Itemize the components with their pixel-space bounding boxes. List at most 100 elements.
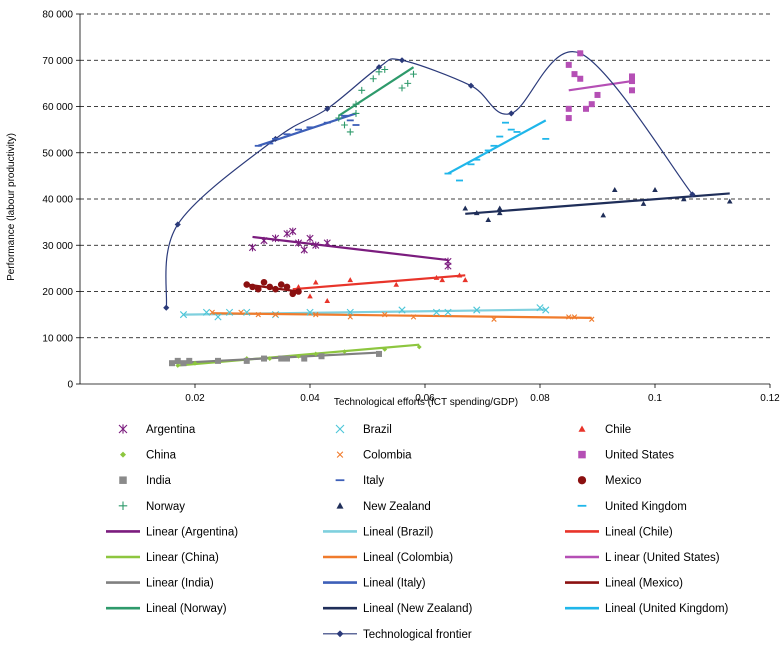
legend-swatch bbox=[118, 501, 128, 511]
data-point bbox=[680, 196, 687, 202]
legend-label: Norway bbox=[146, 501, 185, 513]
data-point bbox=[335, 114, 343, 122]
trendline bbox=[292, 274, 466, 291]
data-point bbox=[600, 212, 607, 218]
data-point bbox=[300, 246, 308, 254]
legend-label: Linear (Argentina) bbox=[146, 526, 238, 538]
legend-swatch bbox=[119, 476, 127, 484]
data-point bbox=[393, 281, 400, 287]
data-point bbox=[254, 285, 262, 293]
legend-label: Mexico bbox=[605, 475, 641, 487]
data-point bbox=[433, 274, 440, 280]
data-point bbox=[261, 355, 267, 362]
data-point bbox=[376, 350, 382, 357]
y-tick-label: 70 000 bbox=[42, 56, 73, 67]
legend-label: Technological frontier bbox=[363, 629, 472, 641]
data-point bbox=[255, 311, 261, 318]
data-point bbox=[382, 311, 388, 318]
data-point bbox=[301, 355, 308, 362]
legend-label: Italy bbox=[363, 475, 384, 487]
legend-label: Lineal (Italy) bbox=[363, 578, 426, 590]
data-point bbox=[312, 279, 319, 285]
data-point bbox=[439, 277, 446, 283]
data-point bbox=[496, 210, 503, 216]
legend-label: Colombia bbox=[363, 450, 412, 462]
y-tick-label: 30 000 bbox=[42, 241, 73, 252]
data-point bbox=[589, 316, 595, 322]
data-point bbox=[238, 309, 244, 316]
data-point bbox=[260, 236, 268, 245]
data-point bbox=[313, 311, 319, 318]
y-tick-label: 20 000 bbox=[42, 287, 73, 298]
data-point bbox=[313, 351, 319, 357]
data-point bbox=[346, 308, 354, 316]
legend-swatch bbox=[336, 502, 344, 509]
data-point bbox=[174, 357, 181, 364]
data-point bbox=[566, 314, 572, 320]
data-point bbox=[169, 360, 175, 367]
trendline bbox=[171, 351, 380, 365]
data-point bbox=[382, 346, 388, 352]
data-point bbox=[577, 75, 584, 82]
data-points bbox=[169, 50, 733, 368]
legend-label: Chile bbox=[605, 424, 631, 436]
data-point bbox=[565, 115, 572, 122]
legend-label: Lineal (Chile) bbox=[605, 526, 673, 538]
legend-label: Linear (China) bbox=[146, 552, 219, 564]
data-point bbox=[473, 306, 481, 314]
x-tick-label: 0.08 bbox=[530, 393, 550, 404]
data-point bbox=[306, 308, 314, 316]
data-point bbox=[289, 290, 297, 298]
x-tick-label: 0.02 bbox=[185, 393, 205, 404]
y-tick-label: 80 000 bbox=[42, 10, 73, 21]
data-point bbox=[342, 349, 347, 355]
data-point bbox=[588, 101, 595, 108]
data-point bbox=[323, 239, 331, 247]
frontier-point bbox=[689, 191, 696, 198]
data-point bbox=[192, 360, 198, 366]
y-tick-labels: 0 10 000 20 000 30 000 40 000 50 000 60 000 70 … bbox=[42, 10, 73, 391]
legend-label: United States bbox=[605, 450, 674, 462]
x-axis-label: Technological efforts (ICT spending/GDP) bbox=[334, 397, 518, 408]
legend-swatch bbox=[118, 424, 128, 434]
legend-label: New Zealand bbox=[363, 501, 431, 513]
trendline bbox=[338, 66, 415, 117]
data-point bbox=[214, 313, 222, 321]
trendline bbox=[447, 119, 547, 175]
legend-swatch-marker bbox=[336, 630, 344, 638]
legend-label: Lineal (Norway) bbox=[146, 603, 227, 615]
legend-label: India bbox=[146, 475, 172, 487]
data-point bbox=[175, 363, 181, 368]
data-point bbox=[225, 308, 234, 316]
data-point bbox=[347, 314, 353, 320]
data-point bbox=[267, 356, 273, 361]
frontier-point bbox=[508, 110, 515, 117]
data-point bbox=[248, 243, 257, 252]
legend-label: Lineal (Colombia) bbox=[363, 552, 453, 564]
legend-swatch bbox=[336, 451, 344, 458]
data-point bbox=[571, 314, 578, 320]
legend-label: Argentina bbox=[146, 424, 196, 436]
data-point bbox=[629, 78, 635, 85]
data-point bbox=[571, 71, 578, 78]
frontier-point bbox=[375, 64, 383, 71]
data-point bbox=[289, 227, 297, 236]
data-point bbox=[536, 304, 544, 312]
data-point bbox=[462, 277, 469, 283]
data-point bbox=[410, 70, 417, 78]
x-tick-label: 0.04 bbox=[300, 393, 320, 404]
legend-label: Lineal (Mexico) bbox=[605, 578, 683, 590]
data-point bbox=[347, 277, 354, 283]
x-tick-label: 0.12 bbox=[760, 393, 780, 404]
trendlines bbox=[171, 66, 730, 367]
data-point bbox=[243, 357, 250, 364]
data-point bbox=[243, 281, 251, 288]
data-point bbox=[410, 314, 417, 320]
data-point bbox=[271, 234, 280, 243]
data-point bbox=[243, 308, 251, 316]
data-point bbox=[485, 217, 492, 223]
legend-label: China bbox=[146, 450, 177, 462]
trendline bbox=[568, 79, 633, 92]
x-tick-label: 0.1 bbox=[648, 393, 662, 404]
